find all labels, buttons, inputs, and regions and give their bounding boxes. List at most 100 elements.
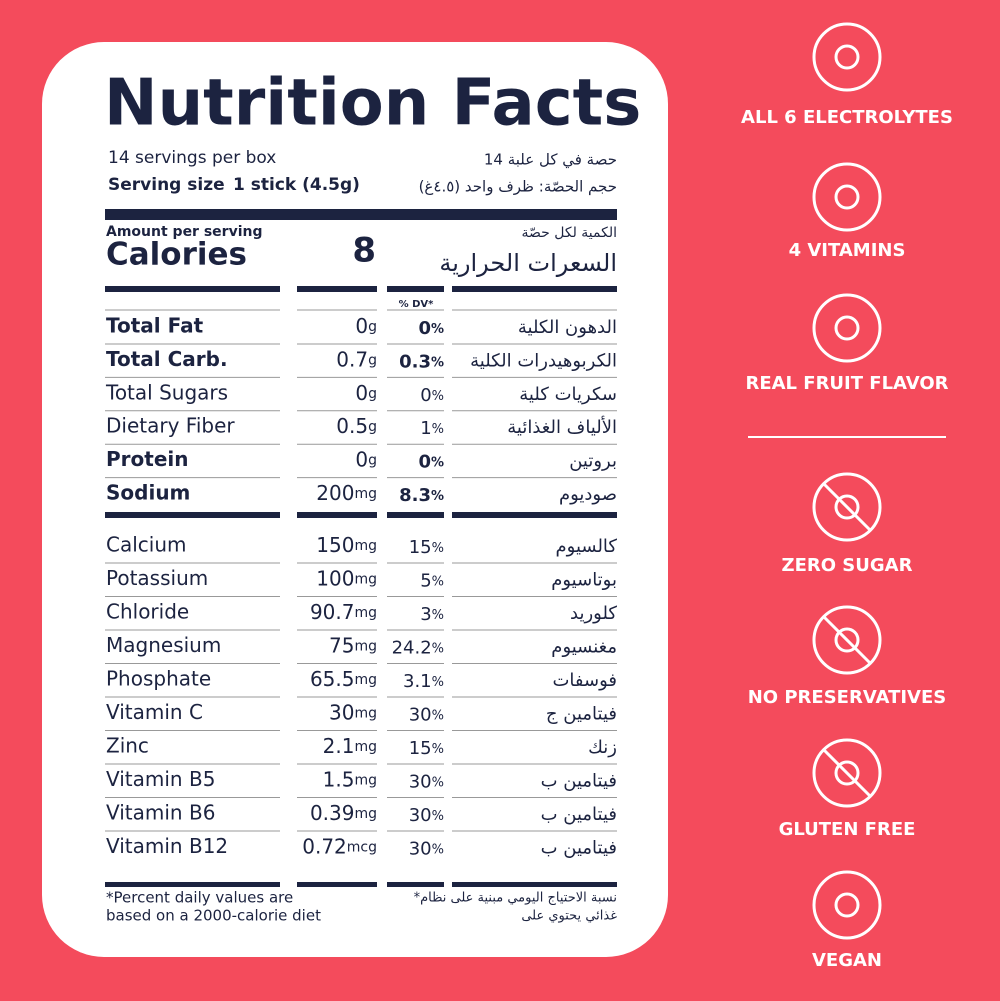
nutrient-name-ar: فوسفات (552, 670, 617, 691)
nutrient-amount: 30mg (329, 700, 377, 724)
nutrient-name-ar: صوديوم (559, 484, 617, 505)
nutrient-name: Vitamin B6 (106, 801, 215, 825)
column-bar (297, 512, 377, 518)
amount-value: 0 (355, 314, 368, 338)
dv-unit: % (432, 608, 444, 623)
nutrient-amount: 0.39mg (310, 801, 377, 825)
servings-ar: 14 حصة في كل علبة (484, 151, 617, 170)
amount-value: 0 (355, 380, 368, 404)
footnote-ar: *نسبة الاحتياج اليومي مبنية على نظام (414, 891, 617, 906)
amount-value: 100 (316, 566, 354, 590)
feature-label: GLUTEN FREE (779, 819, 916, 840)
amount-value: 150 (316, 533, 354, 557)
nutrient-dv: 8.3% (399, 485, 444, 506)
nutrient-dv: 30% (409, 805, 444, 826)
amount-unit: g (368, 352, 377, 368)
amount-unit: mg (354, 572, 377, 588)
amount-value: 30 (329, 700, 354, 724)
nutrient-name: Calcium (106, 533, 187, 557)
column-bar (452, 512, 617, 518)
nutrient-dv: 30% (409, 705, 444, 726)
feature-icon-glyph (834, 315, 860, 341)
feature-icon (812, 162, 882, 232)
column-bar (105, 882, 280, 887)
nutrient-name-ar: سكريات كلية (519, 384, 617, 405)
amount-value: 0 (355, 447, 368, 471)
nutrient-dv: 0% (418, 318, 444, 339)
dv-unit: % (432, 541, 444, 556)
nutrient-amount: 0g (355, 380, 377, 404)
feature-label: 4 VITAMINS (789, 240, 906, 261)
amount-unit: g (368, 319, 377, 335)
amount-unit: mg (354, 672, 377, 688)
column-bar (452, 286, 617, 292)
feature-icon-glyph (834, 892, 860, 918)
nutrient-dv: 30% (409, 839, 444, 860)
feature-label: REAL FRUIT FLAVOR (745, 373, 948, 394)
nutrient-name-ar: فيتامين ج (546, 704, 617, 725)
column-bar (387, 512, 444, 518)
nutrient-amount: 150mg (316, 533, 377, 557)
feature-icon (812, 293, 882, 363)
nutrient-name-ar: فيتامين ب (541, 771, 617, 792)
feature-icon (812, 738, 882, 808)
calories-value: 8 (352, 231, 376, 271)
dv-value: 0 (418, 318, 431, 339)
nutrient-amount: 0.5g (336, 414, 377, 438)
nutrient-name: Magnesium (106, 633, 221, 657)
dv-unit: % (432, 388, 444, 403)
dv-unit: % (432, 809, 444, 824)
thick-bar (105, 209, 617, 220)
amount-value: 1.5 (323, 767, 355, 791)
footnote: *Percent daily values are (106, 889, 293, 907)
amount-value: 2.1 (323, 734, 355, 758)
feature-label: ALL 6 ELECTROLYTES (741, 107, 953, 128)
column-bar (297, 882, 377, 887)
amount-unit: mg (354, 605, 377, 621)
feature-icon (812, 605, 882, 675)
title: Nutrition Facts (104, 67, 641, 141)
nutrient-amount: 0g (355, 447, 377, 471)
column-bar (297, 286, 377, 292)
dv-unit: % (432, 708, 444, 723)
nutrient-dv: 3.1% (403, 671, 444, 692)
nutrient-dv: 0% (420, 385, 444, 406)
nutrient-name: Chloride (106, 600, 189, 624)
nutrient-name-ar: الكربوهيدرات الكلية (470, 350, 617, 371)
dv-value: 30 (409, 705, 432, 726)
nutrient-name-ar: زنك (588, 737, 617, 758)
dv-value: 24.2 (392, 638, 432, 659)
column-bar (387, 882, 444, 887)
amount-unit: mg (354, 639, 377, 655)
feature-icon-slash (822, 482, 872, 532)
amount-value: 200 (316, 481, 354, 505)
nutrient-dv: 0.3% (399, 351, 444, 372)
feature-icon-glyph (834, 627, 860, 653)
amount-value: 0.72 (302, 834, 347, 858)
amount-value: 0.7 (336, 347, 368, 371)
dv-value: 30 (409, 839, 432, 860)
nutrient-name: Dietary Fiber (106, 414, 235, 438)
dv-value: 15 (409, 537, 432, 558)
nutrient-amount: 1.5mg (323, 767, 377, 791)
amount-value: 0.5 (336, 414, 368, 438)
nutrient-name: Potassium (106, 566, 208, 590)
amount-unit: g (368, 453, 377, 469)
dv-value: 15 (409, 738, 432, 759)
nutrient-amount: 100mg (316, 566, 377, 590)
nutrient-name-ar: كالسيوم (556, 536, 618, 557)
dv-unit: % (431, 455, 444, 470)
nutrient-name: Vitamin C (106, 700, 203, 724)
calories-label-ar: السعرات الحرارية (439, 249, 617, 277)
nutrient-name: Phosphate (106, 667, 211, 691)
feature-icon-glyph (834, 44, 860, 70)
feature-label: ZERO SUGAR (782, 555, 913, 576)
dv-unit: % (432, 775, 444, 790)
dv-value: 1 (420, 418, 431, 439)
nutrient-name: Total Sugars (105, 380, 228, 404)
nutrient-dv: 1% (420, 418, 444, 439)
dv-unit: % (432, 641, 444, 656)
feature-icon-slash (822, 748, 872, 798)
amount-unit: g (368, 419, 377, 435)
nutrient-amount: 75mg (329, 633, 377, 657)
